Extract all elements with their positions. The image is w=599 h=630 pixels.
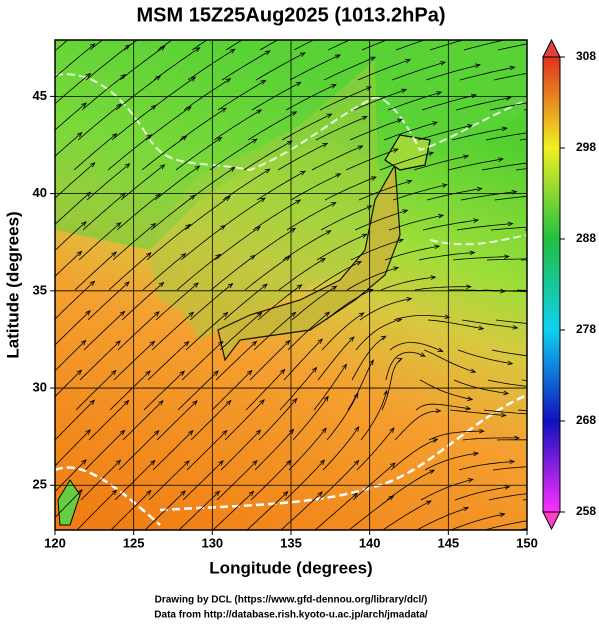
colorbar-tick-label: 278	[576, 322, 596, 336]
streamline-arrow	[479, 34, 484, 38]
footer-line: Drawing by DCL (https://www.gfd-dennou.o…	[155, 595, 428, 606]
streamline-arrow	[580, 195, 585, 199]
x-tick-label: 130	[201, 535, 223, 550]
streamline-arrow	[576, 226, 581, 230]
colorbar-tick-label: 268	[576, 413, 596, 427]
plot-area	[40, 14, 587, 530]
x-tick-label: 120	[44, 535, 66, 550]
colorbar-tick-label: 298	[576, 140, 596, 154]
x-tick-label: 150	[516, 535, 538, 550]
x-tick-label: 125	[123, 535, 145, 550]
streamline-arrow	[374, 27, 379, 31]
streamline-arrow	[514, 36, 519, 40]
x-tick-label: 140	[359, 535, 381, 550]
streamline-arrow	[538, 257, 543, 261]
colorbar-tick-label: 308	[576, 49, 596, 63]
streamline-arrow	[129, 15, 134, 19]
x-axis-label: Longitude (degrees)	[209, 558, 372, 577]
y-tick-label: 45	[33, 88, 47, 103]
streamline-arrow	[409, 29, 414, 33]
streamline-arrow	[444, 32, 449, 36]
y-axis-label: Latitude (degrees)	[3, 211, 22, 358]
streamline-arrow	[535, 518, 540, 522]
y-tick-label: 40	[33, 185, 47, 200]
title: MSM 15Z25Aug2025 (1013.2hPa)	[136, 4, 445, 26]
x-tick-label: 145	[437, 535, 459, 550]
colorbar-max-arrow	[543, 40, 560, 57]
streamline-arrow	[582, 439, 587, 443]
x-tick-label: 135	[280, 535, 302, 550]
y-tick-label: 30	[33, 379, 47, 394]
streamline-arrow	[568, 290, 573, 294]
colorbar-tick-label: 258	[576, 504, 596, 518]
streamline-arrow	[577, 353, 582, 357]
streamline-arrow	[534, 290, 539, 294]
streamline-arrow	[94, 14, 99, 18]
streamline-arrow	[578, 466, 583, 470]
colorbar	[543, 57, 560, 512]
streamline-arrow	[536, 129, 541, 133]
y-tick-label: 25	[33, 477, 47, 492]
y-tick-label: 35	[33, 282, 47, 297]
colorbar-tick-label: 288	[576, 231, 596, 245]
streamline-arrow	[571, 132, 576, 136]
streamline-arrow	[570, 521, 575, 525]
streamline-arrow	[583, 40, 588, 44]
streamline-arrow	[533, 160, 538, 164]
streamline-arrow	[569, 411, 574, 415]
streamline-arrow	[567, 163, 572, 167]
colorbar-min-arrow	[543, 512, 560, 529]
streamline-arrow	[574, 494, 579, 498]
streamline-arrow	[573, 383, 578, 387]
streamline-arrow	[572, 258, 577, 262]
streamline-arrow	[579, 71, 584, 75]
streamline-arrow	[575, 101, 580, 105]
footer-line: Data from http://database.rish.kyoto-u.a…	[154, 610, 428, 621]
streamline-arrow	[535, 412, 540, 416]
